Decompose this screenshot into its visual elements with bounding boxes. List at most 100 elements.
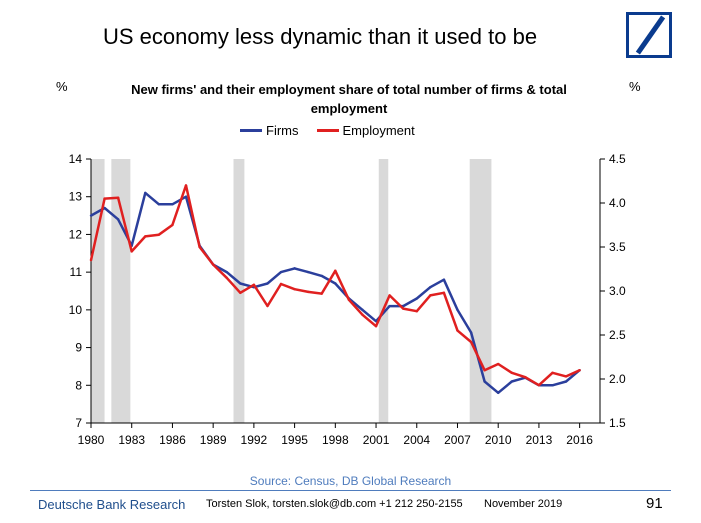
point-employment-2013	[537, 383, 541, 387]
left-tick-label-13: 13	[69, 190, 83, 204]
point-employment-1998	[334, 269, 337, 272]
x-tick-label-2010: 2010	[485, 433, 512, 447]
point-employment-1986	[171, 223, 174, 227]
legend-label-firms: Firms	[266, 123, 299, 138]
left-tick-label-14: 14	[69, 152, 83, 166]
x-tick-label-1995: 1995	[281, 433, 308, 447]
point-firms-1993	[266, 282, 269, 285]
x-tick-label-1992: 1992	[241, 433, 268, 447]
point-employment-1995	[293, 288, 296, 291]
recession-band-0	[91, 159, 105, 423]
page-title: US economy less dynamic than it used to …	[102, 24, 538, 49]
point-employment-1983	[130, 250, 133, 253]
point-employment-2000	[361, 313, 364, 316]
point-employment-2003	[401, 307, 405, 310]
right-axis-unit: %	[629, 79, 641, 94]
point-employment-2004	[415, 310, 418, 313]
x-tick-label-1989: 1989	[200, 433, 227, 447]
point-firms-1995	[293, 267, 296, 270]
point-employment-1991	[239, 291, 242, 294]
point-firms-2010	[497, 391, 500, 395]
point-firms-1994	[279, 270, 283, 274]
point-employment-1987	[184, 184, 188, 187]
point-firms-1986	[171, 203, 174, 206]
left-tick-label-12: 12	[69, 227, 83, 241]
point-employment-2006	[442, 291, 446, 294]
x-tick-label-1980: 1980	[78, 433, 105, 447]
point-employment-2007	[456, 329, 459, 332]
left-tick-label-8: 8	[75, 378, 82, 392]
left-tick-label-9: 9	[75, 341, 82, 355]
point-employment-1988	[198, 245, 201, 249]
point-firms-1984	[144, 191, 147, 195]
page-number: 91	[646, 495, 663, 512]
point-employment-1997	[320, 292, 323, 295]
point-employment-1992	[252, 283, 256, 287]
left-tick-label-11: 11	[70, 265, 83, 279]
x-tick-label-1986: 1986	[159, 433, 186, 447]
right-tick-label-2.5: 2.5	[609, 328, 626, 342]
left-tick-label-10: 10	[69, 303, 83, 317]
point-firms-2008	[469, 331, 473, 334]
chart-legend: Firms Employment	[240, 123, 415, 138]
x-tick-label-1983: 1983	[118, 433, 145, 447]
legend-item-employment: Employment	[316, 123, 415, 138]
left-tick-label-7: 7	[75, 416, 82, 430]
point-employment-2014	[551, 371, 554, 375]
point-employment-1989	[211, 263, 215, 266]
point-firms-2000	[361, 308, 364, 312]
point-firms-1982	[116, 218, 120, 221]
footer-contact: Torsten Slok, torsten.slok@db.com +1 212…	[206, 498, 463, 510]
point-employment-1982	[116, 196, 120, 199]
right-tick-label-3.0: 3.0	[609, 284, 626, 298]
point-firms-1987	[184, 195, 188, 198]
point-employment-2015	[564, 375, 568, 378]
series-line-firms	[90, 191, 581, 395]
point-employment-2011	[510, 371, 513, 375]
legend-label-employment: Employment	[342, 123, 415, 138]
point-firms-1985	[157, 203, 161, 206]
legend-swatch-employment	[316, 129, 339, 132]
point-employment-1985	[157, 233, 161, 236]
point-firms-2005	[429, 286, 432, 289]
point-employment-2008	[469, 340, 473, 344]
point-firms-2011	[510, 380, 513, 383]
x-tick-label-1998: 1998	[322, 433, 349, 447]
x-tick-label-2013: 2013	[526, 433, 553, 447]
point-employment-2009	[483, 369, 486, 372]
legend-swatch-firms	[240, 129, 262, 132]
footer: Deutsche Bank Research Torsten Slok, tor…	[0, 490, 701, 523]
right-tick-label-2.0: 2.0	[609, 372, 626, 386]
right-tick-label-4.5: 4.5	[609, 152, 626, 166]
x-tick-label-2004: 2004	[403, 433, 430, 447]
right-tick-label-3.5: 3.5	[609, 240, 626, 254]
point-employment-2002	[388, 294, 391, 297]
point-employment-2012	[524, 376, 527, 379]
point-employment-1981	[103, 197, 106, 200]
point-employment-1993	[266, 304, 269, 308]
point-employment-2016	[578, 369, 581, 372]
point-firms-2014	[551, 384, 554, 387]
left-axis-unit: %	[56, 79, 68, 94]
point-firms-2004	[415, 297, 418, 300]
point-firms-2002	[388, 304, 391, 308]
x-tick-label-2007: 2007	[444, 433, 471, 447]
point-firms-1997	[320, 274, 323, 278]
point-firms-1980	[89, 214, 93, 217]
x-tick-label-2001: 2001	[363, 433, 390, 447]
point-firms-2006	[442, 278, 446, 281]
point-employment-2005	[429, 294, 432, 297]
point-firms-1996	[306, 270, 310, 274]
footer-rule	[30, 490, 671, 491]
footer-date: November 2019	[484, 498, 563, 510]
point-firms-2009	[483, 380, 486, 383]
point-firms-1990	[225, 270, 228, 274]
point-firms-1991	[239, 282, 242, 285]
point-employment-1990	[225, 276, 228, 279]
recession-band-3	[378, 159, 389, 423]
point-employment-2010	[497, 362, 500, 366]
right-tick-label-1.5: 1.5	[609, 416, 626, 430]
point-firms-2007	[456, 308, 459, 312]
point-firms-2015	[564, 380, 568, 383]
deutsche-bank-logo-icon	[626, 12, 672, 58]
